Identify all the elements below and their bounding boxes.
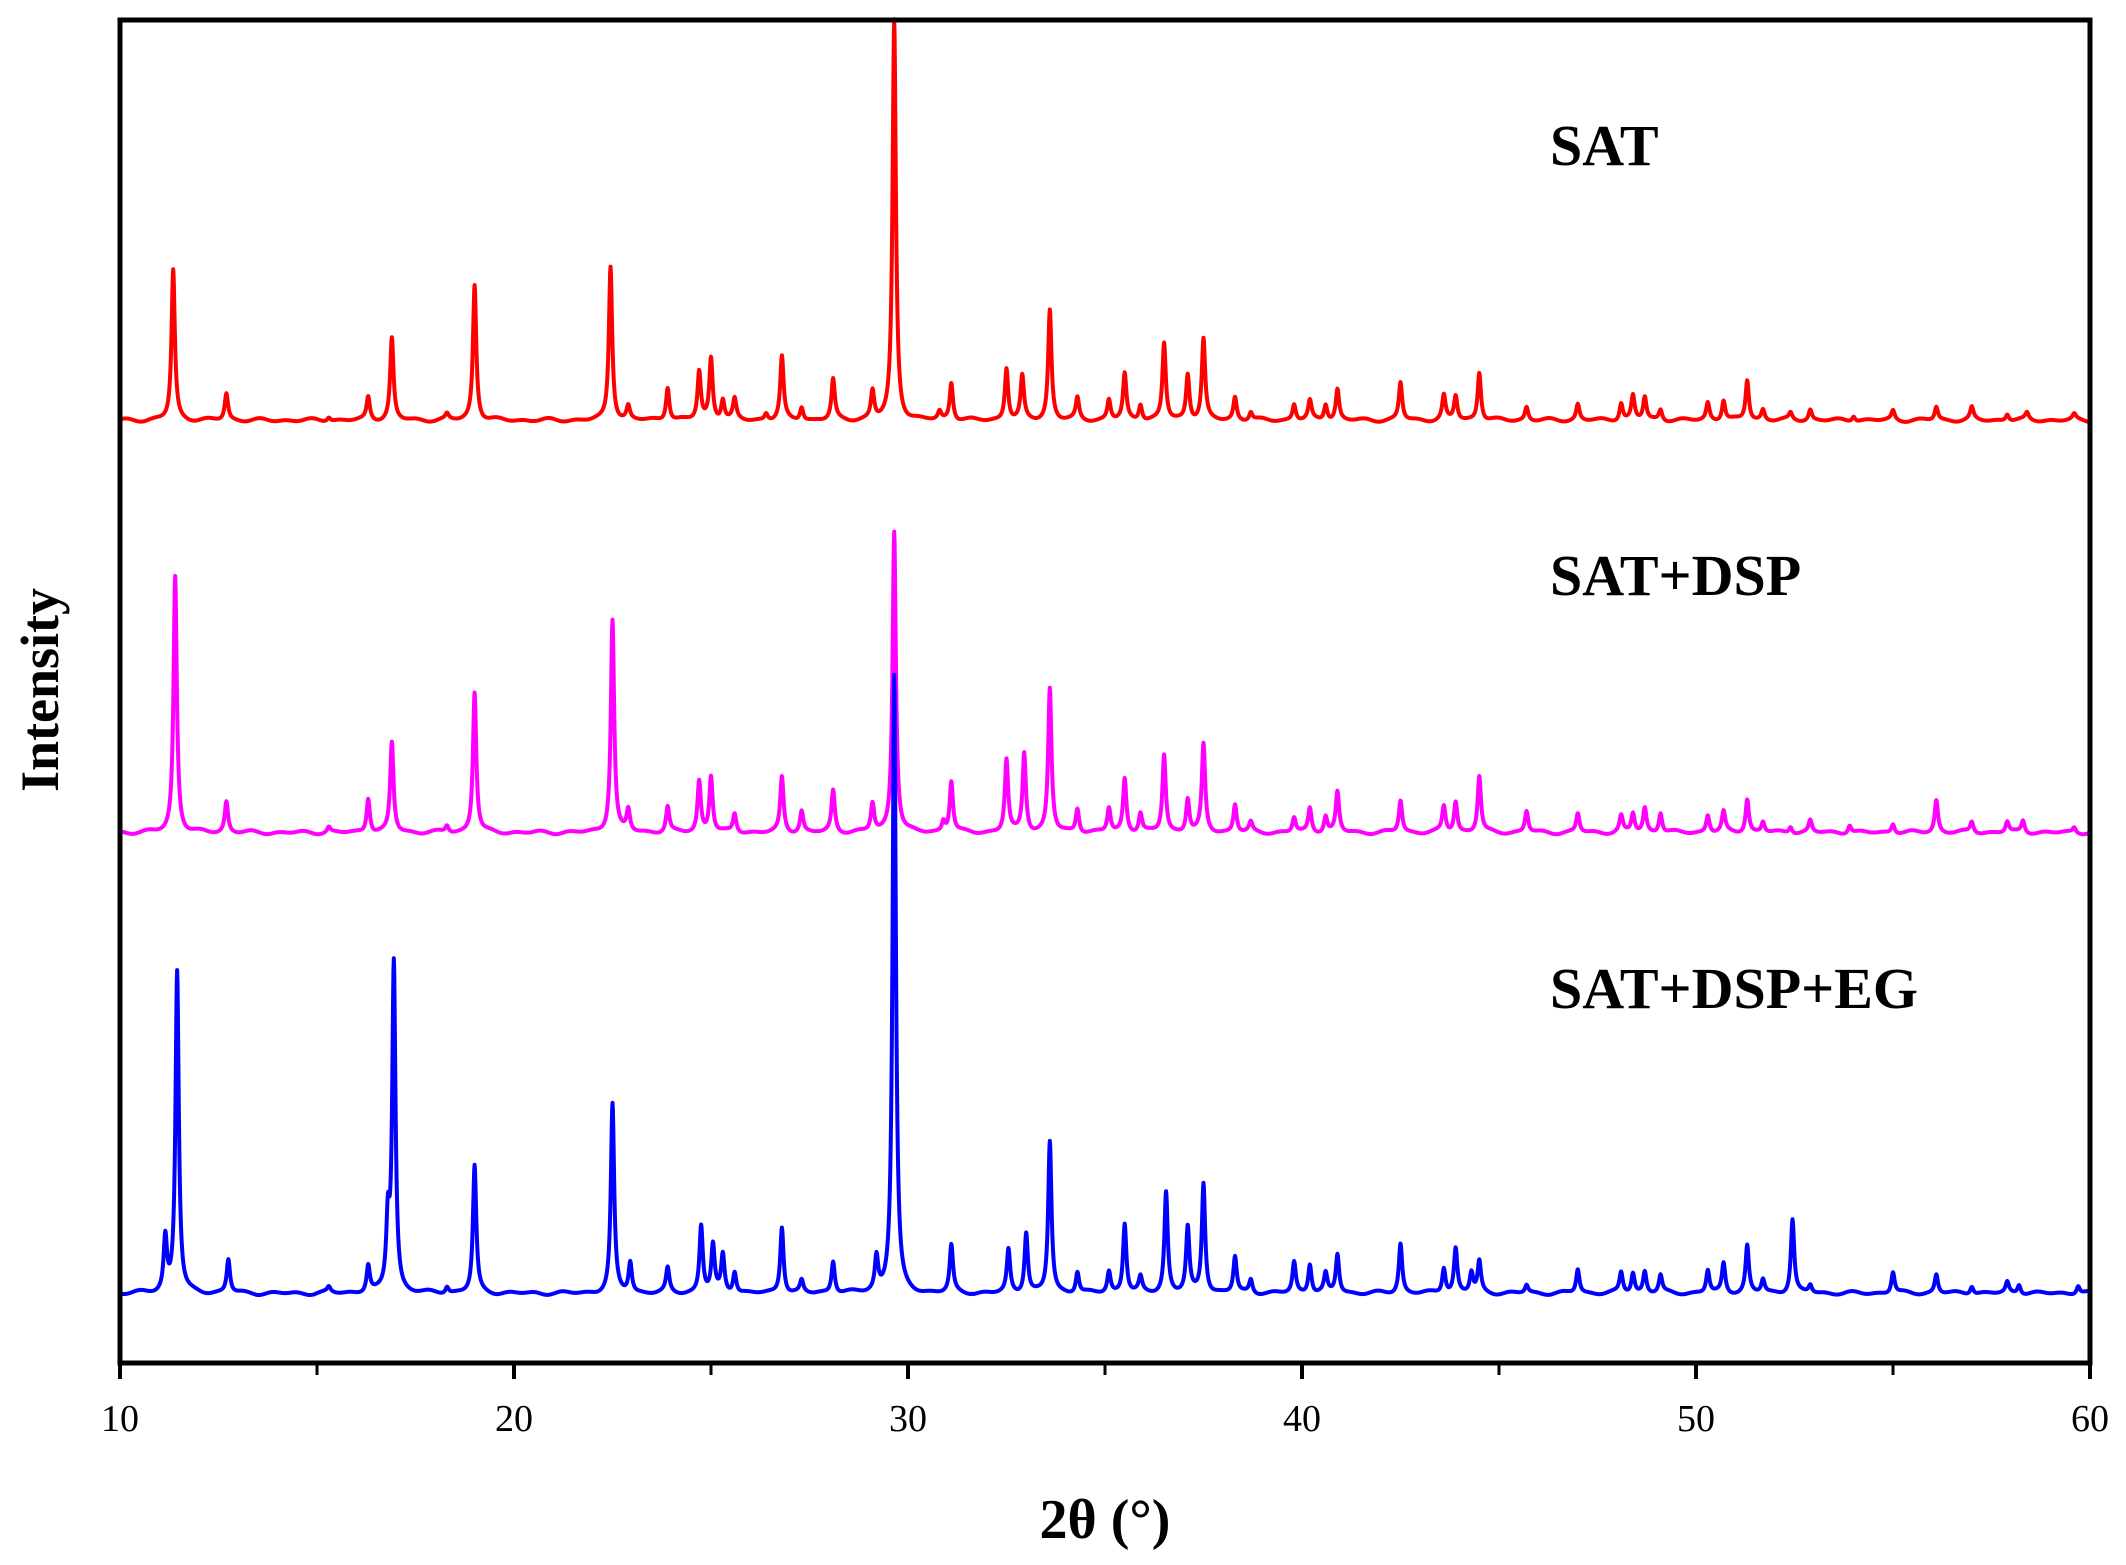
series-annotations: SAT SAT+DSP SAT+DSP+EG xyxy=(1550,113,1918,1021)
series-label-sat-dsp-eg: SAT+DSP+EG xyxy=(1550,956,1918,1021)
x-tick-label-30: 30 xyxy=(889,1398,927,1440)
x-tick-label-50: 50 xyxy=(1677,1398,1715,1440)
series-label-sat: SAT xyxy=(1550,113,1659,178)
x-axis-ticks: 10 20 30 40 50 60 xyxy=(101,1363,2109,1440)
series-label-sat-dsp: SAT+DSP xyxy=(1550,543,1801,608)
series-line-sat-dsp xyxy=(118,529,2092,837)
x-axis-title: 2θ (°) xyxy=(1040,1489,1171,1551)
x-tick-label-40: 40 xyxy=(1283,1398,1321,1440)
x-tick-label-60: 60 xyxy=(2071,1398,2109,1440)
x-tick-label-20: 20 xyxy=(495,1398,533,1440)
series-layer xyxy=(118,17,2092,1298)
series-line-sat-dsp-eg xyxy=(118,673,2092,1298)
x-tick-label-10: 10 xyxy=(101,1398,139,1440)
series-line-sat xyxy=(118,17,2092,424)
y-axis-title: Intensity xyxy=(10,588,70,792)
